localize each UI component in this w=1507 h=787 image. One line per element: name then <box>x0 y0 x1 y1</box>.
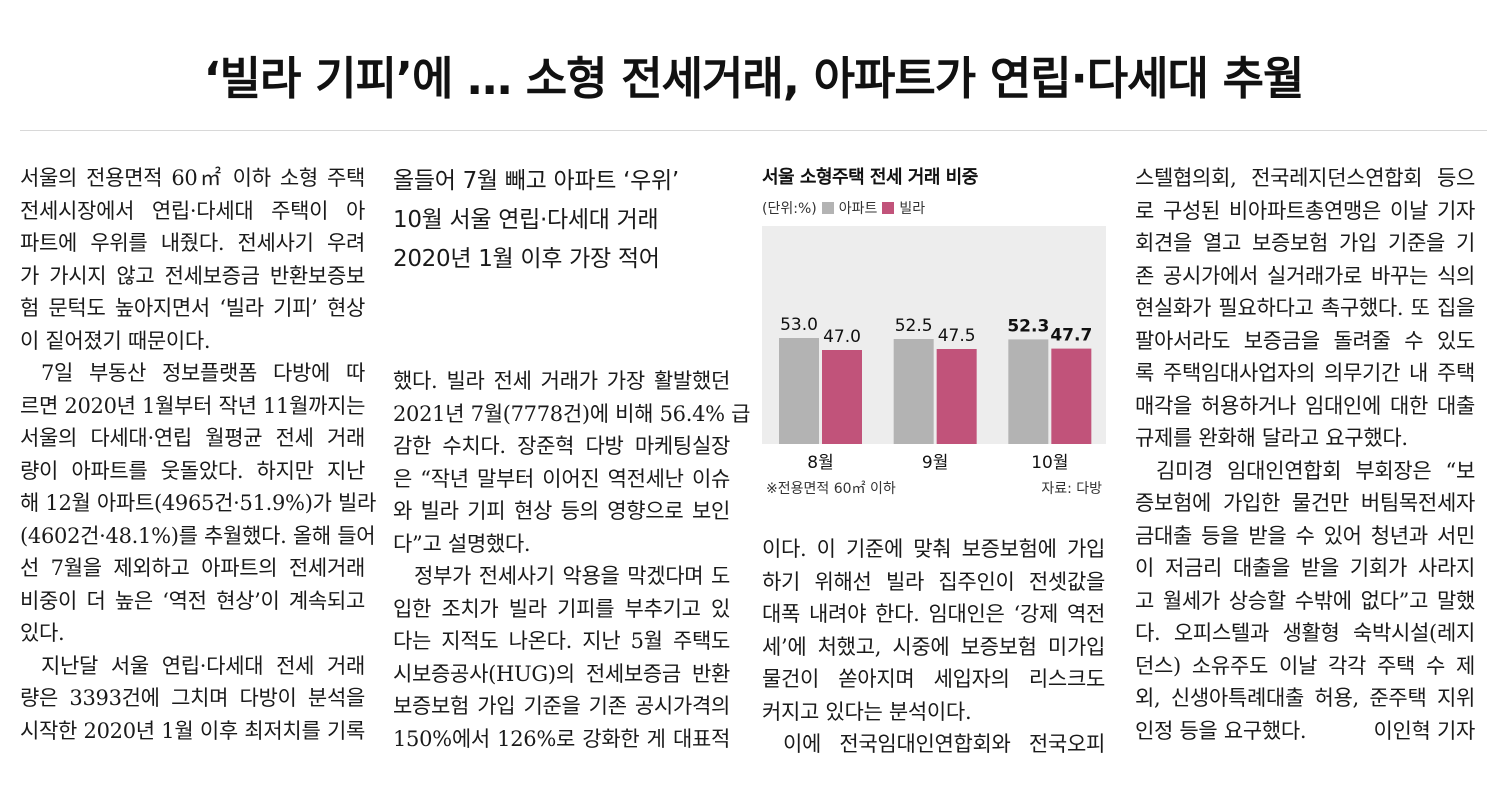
text-line: 해 12월 아파트(4965건·51.9%)가 빌라 <box>20 491 377 515</box>
byline: 이인혁 기자 <box>1373 718 1476 743</box>
text-line: 이 짙어졌기 때문이다. <box>20 328 211 353</box>
text-line: 회견을 열고 보증보험 가입 기준을 기 <box>1135 231 1475 255</box>
data-label: 52.5 <box>895 316 933 336</box>
text-line: 하기 위해선 빌라 집주인이 전셋값을 <box>762 569 1105 594</box>
text-line: 스텔협의회, 전국레지던스연합회 등으 <box>1135 166 1475 190</box>
text-line: 지난달 서울 연립·다세대 전세 거래 <box>41 653 365 678</box>
bar-apartment <box>779 338 819 444</box>
chart-legend: (단위:%) 아파트 빌라 <box>762 198 925 218</box>
bar-villa <box>936 349 977 444</box>
legend-label-apartment: 아파트 <box>838 201 878 217</box>
text-line: 시보증공사(HUG)의 전세보증금 반환 <box>393 661 730 686</box>
text-line: 했다. 빌라 전세 거래가 가장 활발했던 <box>393 369 730 393</box>
chart-panel <box>762 226 1106 444</box>
data-label: 52.3 <box>1007 316 1049 336</box>
text-line: 고 월세가 상승할 수밖에 없다”고 말했 <box>1135 588 1475 613</box>
text-line: 7일 부동산 정보플랫폼 다방에 따 <box>41 361 365 385</box>
data-label: 47.5 <box>938 326 976 346</box>
chart-source: 자료: 다방 <box>1041 481 1102 497</box>
text-line: 전세시장에서 연립·다세대 주택이 아 <box>20 198 365 223</box>
text-line: 보증보험 가입 기준을 기존 공시가격의 <box>393 694 730 718</box>
text-line: 가 가시지 않고 전세보증금 반환보증보 <box>20 263 365 288</box>
data-label: 47.0 <box>823 327 861 347</box>
text-line: 있다. <box>20 621 65 645</box>
text-line: 량이 아파트를 웃돌았다. 하지만 지난 <box>20 458 365 483</box>
text-line: 록 주택임대사업자의 의무기간 내 주택 <box>1135 361 1475 385</box>
text-line: 르면 2020년 1월부터 작년 11월까지는 <box>20 393 366 418</box>
bar-chart: 53.047.0 8월 52.5 47.5 9월 52.3 47.7 10월 <box>762 226 1106 473</box>
chart-title: 서울 소형주택 전세 거래 비중 <box>762 167 978 188</box>
headline: ‘빌라 기피’에 … 소형 전세거래, 아파트가 연립·다세대 추월 <box>203 52 1305 105</box>
text-line: 다. 오피스텔과 생활형 숙박시설(레지 <box>1135 621 1475 645</box>
text-line: 팔아서라도 보증금을 돌려줄 수 있도 <box>1135 328 1475 353</box>
text-line: 커지고 있다는 분석이다. <box>762 699 972 724</box>
text-line: 량은 3393건에 그치며 다방이 분석을 <box>20 686 365 710</box>
text-line: 이 저금리 대출을 받을 기회가 사라지 <box>1135 556 1475 580</box>
chart-unit-label: (단위:%) <box>762 201 817 217</box>
text-line: 150%에서 126%로 강화한 게 대표적 <box>393 726 730 751</box>
category-label: 10월 <box>1031 453 1068 473</box>
data-label: 47.7 <box>1050 326 1092 346</box>
text-line: 험 문턱도 높아지면서 ‘빌라 기피’ 현상 <box>20 296 365 320</box>
text-line: 정부가 전세사기 악용을 막겠다며 도 <box>414 564 730 588</box>
text-line: 매각을 허용하거나 임대인에 대한 대출 <box>1135 393 1475 418</box>
text-line: 증보험에 가입한 물건만 버팀목전세자 <box>1135 491 1475 515</box>
text-line: 김미경 임대인연합회 부회장은 “보 <box>1156 458 1475 483</box>
text-line: 외, 신생아특례대출 허용, 준주택 지위 <box>1135 686 1475 710</box>
text-line: 로 구성된 비아파트총연맹은 이날 기자 <box>1135 198 1475 223</box>
text-line: 인정 등을 요구했다. 이인혁 기자 <box>1135 715 1475 748</box>
text-line: 현실화가 필요하다고 촉구했다. 또 집을 <box>1135 296 1475 320</box>
body-column-2: 했다. 빌라 전세 거래가 가장 활발했던 2021년 7월(7778건)에 비해… <box>393 365 751 755</box>
chart-note: ※전용면적 60㎡ 이하 <box>766 481 896 497</box>
text-line: 서울의 다세대·연립 월평균 전세 거래 <box>20 426 365 450</box>
text-line: 감한 수치다. 장준혁 다방 마케팅실장 <box>393 434 730 458</box>
subheadline: 올들어 7월 빼고 아파트 ‘우위’ 10월 서울 연립·다세대 거래 2020년 … <box>393 162 730 279</box>
data-label: 53.0 <box>780 315 818 335</box>
text-line: 규제를 완화해 달라고 요구했다. <box>1135 426 1408 450</box>
text-line: 파트에 우위를 내줬다. 전세사기 우려 <box>20 231 365 255</box>
text-line: 비중이 더 높은 ‘역전 현상’이 계속되고 <box>20 588 365 613</box>
text-line: 서울의 전용면적 60㎡ 이하 소형 주택 <box>20 166 365 190</box>
text-line: 던스) 소유주도 이날 각각 주택 수 제 <box>1135 653 1475 678</box>
text-line: 금대출 등을 받을 수 있어 청년과 서민 <box>1135 523 1475 548</box>
subheadline-line: 올들어 7월 빼고 아파트 ‘우위’ <box>393 168 679 194</box>
text-line: 와 빌라 기피 현상 등의 영향으로 보인 <box>393 499 730 523</box>
text-line: 선 7월을 제외하고 아파트의 전세거래 <box>20 556 365 580</box>
subheadline-line: 10월 서울 연립·다세대 거래 <box>393 207 659 233</box>
header-divider <box>20 130 1487 131</box>
bar-apartment <box>1008 339 1049 444</box>
text-line: 입한 조치가 빌라 기피를 부추기고 있 <box>393 596 730 621</box>
bar-villa <box>822 350 862 444</box>
legend-swatch-villa <box>882 202 895 214</box>
text-line: 물건이 쏟아지며 세입자의 리스크도 <box>762 667 1105 691</box>
text-line: 2021년 7월(7778건)에 비해 56.4% 급 <box>393 401 751 426</box>
bar-villa <box>1051 348 1092 444</box>
text-line: 존 공시가에서 실거래가로 바꾸는 식의 <box>1135 263 1475 288</box>
text-line: (4602건·48.1%)를 추월했다. 올해 들어 <box>20 523 376 548</box>
text-line: 세’에 처했고, 시중에 보증보험 미가입 <box>762 634 1105 659</box>
legend-label-villa: 빌라 <box>899 201 926 217</box>
text-line: 대폭 내려야 한다. 임대인은 ‘강제 역전 <box>762 602 1105 626</box>
bar-apartment <box>893 339 934 444</box>
text-line: 이에 전국임대인연합회와 전국오피 <box>783 732 1105 756</box>
text-line: 다는 지적도 나온다. 지난 5월 주택도 <box>393 629 730 653</box>
text-line: 은 “작년 말부터 이어진 역전세난 이슈 <box>393 466 730 491</box>
legend-swatch-apartment <box>821 202 834 214</box>
text-line: 시작한 2020년 1월 이후 최저치를 기록 <box>20 718 365 743</box>
text-line: 이다. 이 기준에 맞춰 보증보험에 가입 <box>762 537 1105 561</box>
category-label: 8월 <box>807 453 833 473</box>
category-label: 9월 <box>922 453 948 473</box>
subheadline-line: 2020년 1월 이후 가장 적어 <box>393 246 660 272</box>
text-line: 다”고 설명했다. <box>393 531 531 556</box>
